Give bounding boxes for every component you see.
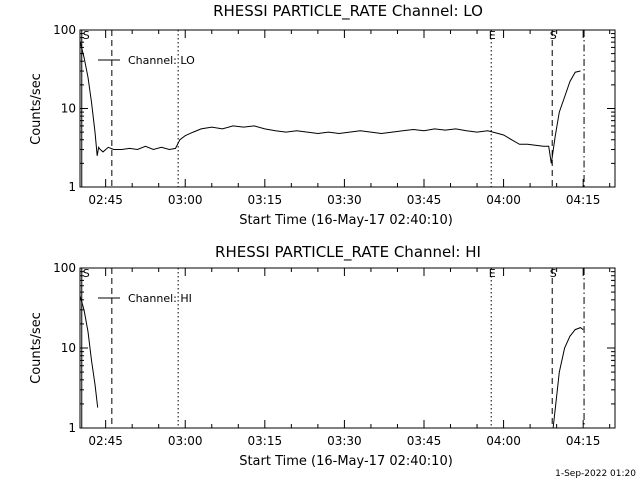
x-axis-label-lo: Start Time (16-May-17 02:40:10) <box>239 213 453 228</box>
x-axis-label-hi: Start Time (16-May-17 02:40:10) <box>239 454 453 469</box>
x-tick-label-hi: 03:15 <box>248 434 283 448</box>
y-tick-label-hi: 10 <box>61 341 76 355</box>
y-axis-label-hi: Counts/sec <box>29 312 44 384</box>
x-tick-label-hi: 03:45 <box>407 434 442 448</box>
x-tick-label-hi: 03:30 <box>327 434 362 448</box>
event-marker-label-hi: E <box>489 267 496 280</box>
y-tick-label-hi: 100 <box>53 261 76 275</box>
y-tick-label-lo: 1 <box>68 180 76 194</box>
legend-label-hi: Channel: HI <box>128 292 192 305</box>
x-tick-label-lo: 03:15 <box>248 193 283 207</box>
x-tick-label-hi: 02:45 <box>88 434 123 448</box>
x-tick-label-lo: 02:45 <box>88 193 123 207</box>
x-tick-label-hi: 04:00 <box>486 434 521 448</box>
x-tick-label-lo: 03:45 <box>407 193 442 207</box>
x-tick-label-lo: 04:00 <box>486 193 521 207</box>
x-tick-label-lo: 04:15 <box>566 193 601 207</box>
chart-title-lo: RHESSI PARTICLE_RATE Channel: LO <box>213 2 483 21</box>
event-marker-label-lo: S <box>83 29 90 42</box>
series-line-lo <box>79 41 581 164</box>
event-marker-label-lo: E <box>489 29 496 42</box>
event-marker-label-lo: S <box>550 29 557 42</box>
y-axis-label-lo: Counts/sec <box>29 73 44 145</box>
series-line-hi <box>79 295 99 408</box>
x-tick-label-lo: 03:30 <box>327 193 362 207</box>
chart-title-hi: RHESSI PARTICLE_RATE Channel: HI <box>215 243 481 262</box>
y-tick-label-hi: 1 <box>68 421 76 435</box>
y-tick-label-lo: 10 <box>61 102 76 116</box>
x-tick-label-hi: 03:00 <box>168 434 203 448</box>
x-tick-label-hi: 04:15 <box>566 434 601 448</box>
legend-label-lo: Channel: LO <box>128 54 195 67</box>
series-line-hi <box>552 327 584 429</box>
event-marker-label-hi: S <box>83 267 90 280</box>
y-tick-label-lo: 100 <box>53 23 76 37</box>
plot-timestamp: 1-Sep-2022 01:20 <box>555 469 636 479</box>
event-marker-label-hi: S <box>550 267 557 280</box>
x-tick-label-lo: 03:00 <box>168 193 203 207</box>
